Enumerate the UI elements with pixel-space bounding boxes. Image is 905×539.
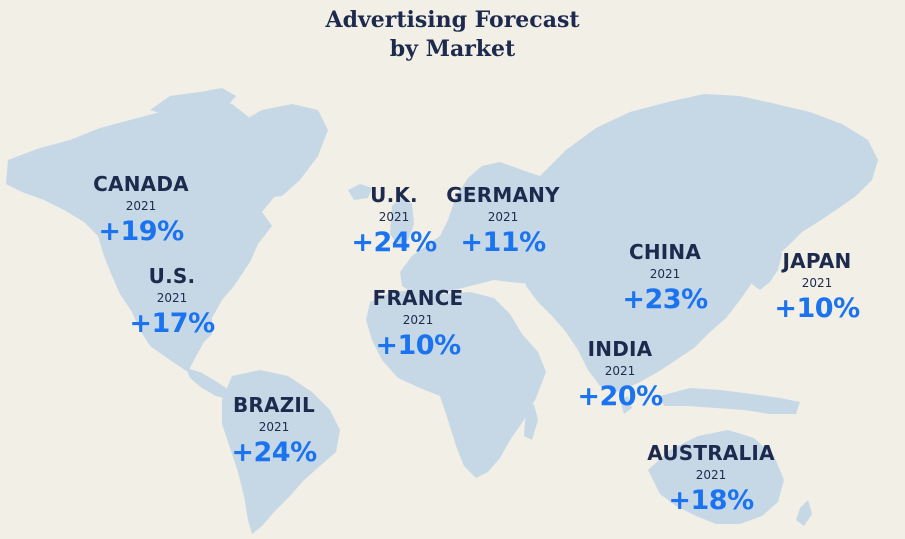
iceland (348, 184, 372, 200)
forecast-year: 2021 (402, 313, 434, 327)
market-label-france: FRANCE 2021 +10% (373, 286, 464, 362)
country-name: BRAZIL (232, 393, 315, 417)
central-america-landmass (186, 368, 236, 400)
new-zealand (796, 500, 812, 526)
title-line-1: Advertising Forecast (325, 7, 580, 33)
country-name: GERMANY (446, 183, 560, 207)
arctic-islands (150, 88, 236, 118)
country-name: JAPAN (782, 249, 852, 273)
country-name: U.S. (148, 264, 196, 288)
madagascar (524, 404, 538, 440)
forecast-year: 2021 (695, 468, 727, 482)
asia-landmass (522, 94, 878, 392)
forecast-year: 2021 (125, 199, 157, 213)
country-name: U.K. (370, 183, 418, 207)
growth-value: +23% (622, 284, 708, 315)
europe-landmass (400, 162, 560, 296)
market-label-uk: U.K. 2021 +24% (351, 183, 437, 259)
forecast-year: 2021 (258, 420, 290, 434)
country-name: CANADA (93, 172, 189, 196)
forecast-year: 2021 (378, 210, 410, 224)
market-label-china: CHINA 2021 +23% (622, 240, 708, 316)
growth-value: +24% (351, 227, 437, 258)
forecast-year: 2021 (801, 276, 833, 290)
growth-value: +24% (231, 437, 317, 468)
greenland-landmass (238, 104, 328, 198)
growth-value: +10% (774, 293, 860, 324)
growth-value: +19% (98, 216, 184, 247)
country-name: INDIA (587, 337, 653, 361)
africa-landmass (366, 290, 546, 478)
sri-lanka (620, 396, 632, 414)
title-line-2: by Market (389, 36, 516, 62)
south-america-landmass (222, 370, 340, 534)
growth-value: +20% (577, 381, 663, 412)
market-label-canada: CANADA 2021 +19% (93, 172, 189, 248)
market-label-germany: GERMANY 2021 +11% (446, 183, 559, 259)
country-name: FRANCE (372, 286, 464, 310)
japan-landmass (752, 240, 782, 290)
uk-landmass (390, 196, 414, 246)
north-america-landmass (6, 96, 292, 372)
forecast-year: 2021 (604, 364, 636, 378)
country-name: CHINA (628, 240, 702, 264)
market-label-us: U.S. 2021 +17% (129, 264, 215, 340)
country-name: AUSTRALIA (647, 441, 775, 465)
growth-value: +18% (668, 485, 754, 516)
forecast-year: 2021 (487, 210, 519, 224)
growth-value: +11% (460, 227, 546, 258)
forecast-year: 2021 (649, 267, 681, 281)
market-label-australia: AUSTRALIA 2021 +18% (647, 441, 775, 517)
market-label-japan: JAPAN 2021 +10% (774, 249, 860, 325)
australia-landmass (648, 430, 784, 524)
market-label-brazil: BRAZIL 2021 +24% (231, 393, 317, 469)
page-title: Advertising Forecast by Market (0, 6, 905, 64)
southeast-asia-islands (660, 388, 800, 414)
forecast-year: 2021 (156, 291, 188, 305)
growth-value: +10% (375, 330, 461, 361)
growth-value: +17% (129, 308, 215, 339)
market-label-india: INDIA 2021 +20% (577, 337, 663, 413)
